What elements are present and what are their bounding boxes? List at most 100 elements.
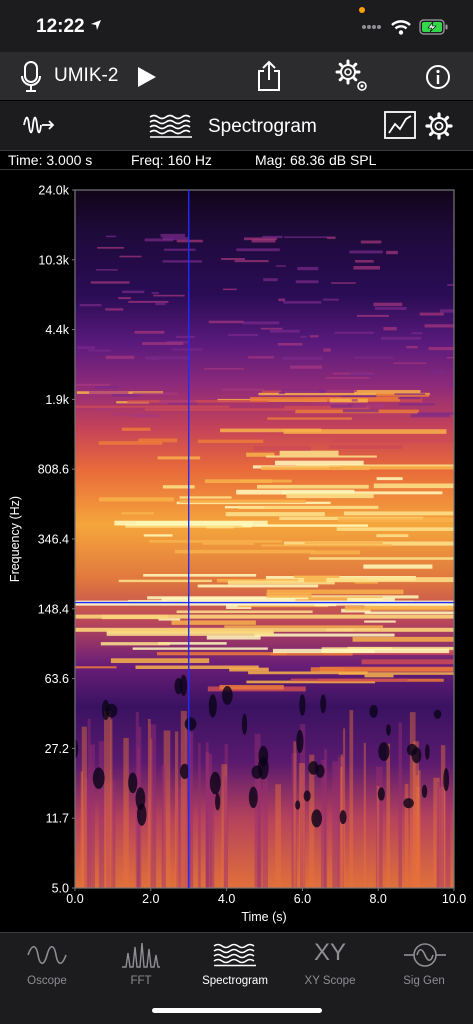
low-energy-spot (179, 674, 188, 696)
spectral-band (158, 618, 181, 621)
spectral-band (364, 674, 394, 678)
crosshair-cursor[interactable] (75, 190, 454, 888)
spectral-band (343, 511, 454, 516)
spectral-band (376, 393, 430, 397)
spectral-band (94, 385, 119, 389)
spectral-band (394, 393, 426, 396)
spectral-band (208, 320, 244, 324)
spectral-band (144, 408, 294, 411)
tab-sig-gen[interactable]: Sig Gen (377, 937, 471, 993)
spectral-band (204, 479, 273, 483)
spectral-band (114, 520, 268, 526)
low-freq-streak (404, 783, 409, 888)
spectral-band (353, 266, 380, 270)
spectral-band (145, 356, 191, 360)
spectral-band (225, 512, 325, 517)
share-icon[interactable] (256, 60, 282, 92)
spectral-band (162, 485, 195, 489)
spectral-band (221, 388, 264, 391)
spectral-band (167, 402, 198, 405)
spectral-band (342, 465, 454, 470)
spectral-band (132, 392, 178, 395)
spectral-band (424, 324, 454, 328)
spectral-band (278, 298, 286, 302)
microphone-icon[interactable] (20, 60, 42, 94)
spectral-band (234, 260, 269, 263)
spectral-band (344, 605, 454, 611)
low-freq-streak (416, 786, 420, 888)
spectrogram-svg[interactable]: 24.0k 10.3k 4.4k 1.9k 808.6 346.4 148.4 63.6 27.… (0, 171, 473, 931)
spectral-band (282, 491, 443, 495)
settings-gears-icon[interactable] (334, 58, 370, 94)
spectral-band (376, 534, 409, 538)
spectral-band (308, 557, 454, 560)
spectral-band (206, 523, 234, 529)
tab-fft[interactable]: FFT (94, 937, 188, 993)
info-icon[interactable] (425, 64, 451, 90)
spectral-band (330, 404, 366, 408)
spectrogram-chart[interactable]: 24.0k 10.3k 4.4k 1.9k 808.6 346.4 148.4 63.6 27.… (0, 171, 473, 931)
spectral-band (373, 483, 454, 489)
spectral-band (298, 577, 454, 583)
fundamental-band (75, 614, 454, 619)
spectral-band (354, 581, 378, 584)
play-icon[interactable] (136, 65, 158, 89)
spectral-band (297, 266, 319, 271)
spectral-band (143, 534, 173, 537)
graph-display-icon[interactable] (384, 111, 416, 139)
waveform-input-icon[interactable] (22, 113, 56, 137)
low-freq-streak (185, 724, 191, 888)
spectral-band (134, 330, 165, 334)
spectral-band (159, 400, 196, 404)
low-energy-spot (248, 786, 258, 809)
spectral-band (132, 647, 268, 650)
spectral-band (105, 308, 124, 311)
spectral-band (229, 667, 269, 672)
spectral-band (96, 269, 118, 271)
low-freq-streak (417, 770, 421, 888)
spectral-band (138, 438, 178, 443)
low-freq-streak (254, 733, 261, 888)
spectral-band (281, 389, 325, 394)
spectral-band (251, 239, 276, 243)
spectral-band (323, 298, 339, 301)
low-energy-spot (179, 763, 190, 779)
tab-oscope[interactable]: Oscope (0, 937, 94, 993)
spectral-band (97, 246, 124, 249)
gear-icon[interactable] (425, 112, 453, 140)
spectral-band (179, 496, 232, 499)
low-freq-streak (198, 743, 201, 888)
tab-xy-scope[interactable]: XY XY Scope (283, 937, 377, 993)
low-freq-streak (298, 763, 305, 888)
spectral-band (222, 288, 237, 291)
spectral-band (254, 633, 395, 637)
low-energy-spot (378, 742, 390, 762)
spectral-band (374, 307, 407, 310)
tab-spectrogram[interactable]: Spectrogram (188, 937, 282, 993)
low-freq-streak (106, 784, 112, 888)
spectral-band (338, 672, 454, 675)
low-freq-streak (147, 719, 151, 888)
device-name[interactable]: UMIK-2 (54, 65, 119, 86)
spectral-band (97, 408, 114, 411)
low-freq-streak (205, 742, 209, 888)
low-freq-streak (206, 753, 213, 888)
low-energy-spot (222, 685, 233, 705)
spectral-band (151, 292, 159, 294)
spectral-band (360, 240, 382, 244)
view-title: Spectrogram (208, 116, 317, 137)
low-freq-streak (436, 779, 440, 888)
spectral-band (351, 399, 358, 402)
spectral-band (282, 356, 324, 361)
spectral-band (272, 648, 450, 654)
spectral-band (176, 610, 313, 614)
x-tick-label: 2.0 (142, 892, 159, 906)
spectral-band (155, 302, 166, 306)
home-indicator (152, 1008, 322, 1013)
low-freq-streak (189, 731, 194, 888)
low-energy-spot (299, 694, 306, 716)
low-energy-spot (101, 699, 110, 721)
spectral-band (284, 236, 328, 238)
spectral-band (118, 579, 212, 583)
spectrogram-icon (149, 114, 192, 138)
